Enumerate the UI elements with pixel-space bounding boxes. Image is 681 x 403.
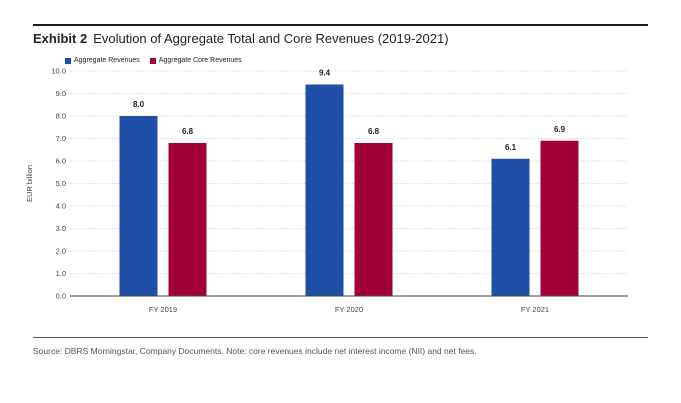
legend: Aggregate Revenues Aggregate Core Revenu… xyxy=(65,57,242,64)
y-tick-label: 7.0 xyxy=(56,134,66,143)
y-tick-label: 2.0 xyxy=(56,247,66,256)
data-label: 6.8 xyxy=(182,127,194,136)
legend-swatch-aggregate xyxy=(65,57,71,64)
legend-item-aggregate: Aggregate Revenues xyxy=(65,57,140,64)
title-text: Evolution of Aggregate Total and Core Re… xyxy=(93,31,449,46)
y-tick-label: 1.0 xyxy=(56,269,66,278)
bar-core xyxy=(168,143,207,296)
x-tick-label: FY 2020 xyxy=(335,305,363,314)
y-tick-label: 0.0 xyxy=(56,292,66,301)
bar-core xyxy=(540,140,579,296)
y-tick-label: 4.0 xyxy=(56,202,66,211)
y-tick-label: 3.0 xyxy=(56,224,66,233)
legend-label-aggregate: Aggregate Revenues xyxy=(74,57,140,64)
bottom-rule xyxy=(33,337,648,338)
bar-aggregate xyxy=(491,158,530,296)
x-tick-label: FY 2019 xyxy=(149,305,177,314)
y-axis-label: EUR billion xyxy=(25,165,34,202)
y-tick-label: 6.0 xyxy=(56,157,66,166)
bar-aggregate xyxy=(119,116,158,296)
exhibit-label: Exhibit 2 xyxy=(33,31,88,46)
data-label: 6.9 xyxy=(554,125,566,134)
data-label: 8.0 xyxy=(133,100,145,109)
legend-swatch-core xyxy=(149,57,156,64)
data-label: 6.8 xyxy=(368,127,380,136)
y-tick-label: 5.0 xyxy=(56,179,66,188)
y-tick-label: 9.0 xyxy=(56,89,66,98)
y-tick-label: 8.0 xyxy=(56,112,66,121)
data-label: 6.1 xyxy=(505,143,517,152)
bar-core xyxy=(354,143,393,296)
top-rule xyxy=(33,24,648,26)
data-label: 9.4 xyxy=(319,69,331,78)
legend-item-core: Aggregate Core Revenues xyxy=(149,57,242,64)
y-tick-label: 10.0 xyxy=(51,67,66,76)
legend-label-core: Aggregate Core Revenues xyxy=(158,57,242,64)
chart-title: Exhibit 2 Evolution of Aggregate Total an… xyxy=(33,31,449,46)
x-tick-label: FY 2021 xyxy=(521,305,549,314)
source-note: Source: DBRS Morningstar, Company Docume… xyxy=(33,346,477,356)
bar-aggregate xyxy=(305,84,344,296)
